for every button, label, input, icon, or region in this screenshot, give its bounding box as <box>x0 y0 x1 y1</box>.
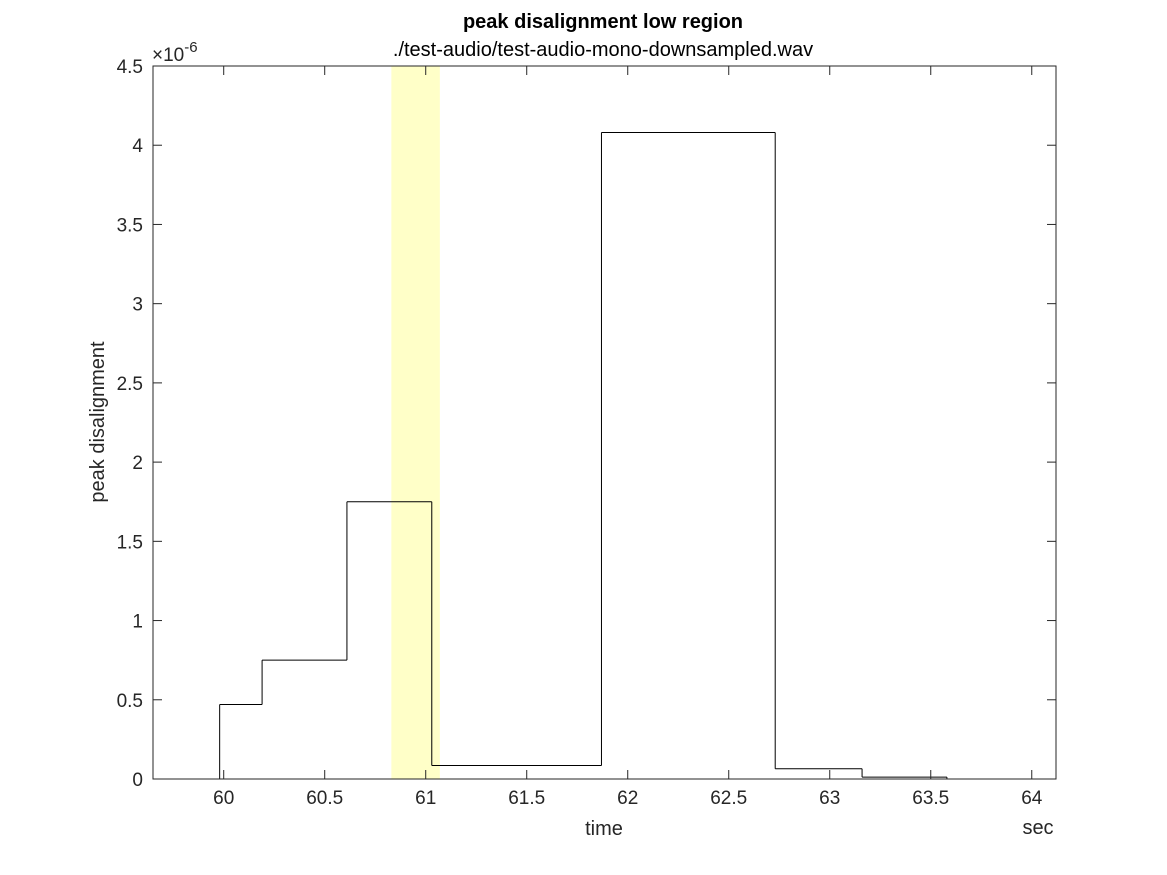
x-tick-label: 63 <box>819 788 840 809</box>
y-tick-label: 2 <box>132 453 143 474</box>
chart-subtitle: ./test-audio/test-audio-mono-downsampled… <box>393 39 813 61</box>
x-tick-label: 61.5 <box>508 788 545 809</box>
axes: 60 60.5 61 61.5 62 62.5 63 63.5 64 0 0.5 1 1.5 2 2.5 3 3… <box>117 57 1057 809</box>
x-tick-label: 62 <box>617 788 638 809</box>
x-axis-unit: sec <box>1022 817 1053 839</box>
x-tick-label: 64 <box>1021 788 1043 809</box>
y-tick-label: 1 <box>132 612 143 633</box>
y-axis-label: peak disalignment <box>87 341 109 503</box>
y-tick-label: 4.5 <box>117 57 143 78</box>
y-exponent-label: ×10-6 <box>152 39 198 66</box>
x-tick-label: 63.5 <box>912 788 949 809</box>
x-tick-label: 62.5 <box>710 788 747 809</box>
y-tick-label: 3 <box>132 295 143 316</box>
y-exponent-power: -6 <box>184 39 197 56</box>
plot-area <box>177 66 1032 780</box>
y-tick-label: 0 <box>132 770 143 791</box>
y-tick-label: 2.5 <box>117 374 143 395</box>
axes-box <box>152 65 1057 780</box>
y-tick-label: 4 <box>132 136 143 157</box>
x-tick-label: 61 <box>415 788 436 809</box>
y-tick-label: 3.5 <box>117 215 143 236</box>
y-tick-label: 1.5 <box>117 532 143 553</box>
chart-title: peak disalignment low region <box>463 11 743 33</box>
x-tick-label: 60.5 <box>306 788 343 809</box>
y-tick-label: 0.5 <box>117 691 143 712</box>
highlight-band <box>391 66 440 779</box>
y-exponent-base: ×10 <box>152 45 184 66</box>
x-tick-label: 60 <box>213 788 234 809</box>
x-axis-label: time <box>585 818 623 840</box>
